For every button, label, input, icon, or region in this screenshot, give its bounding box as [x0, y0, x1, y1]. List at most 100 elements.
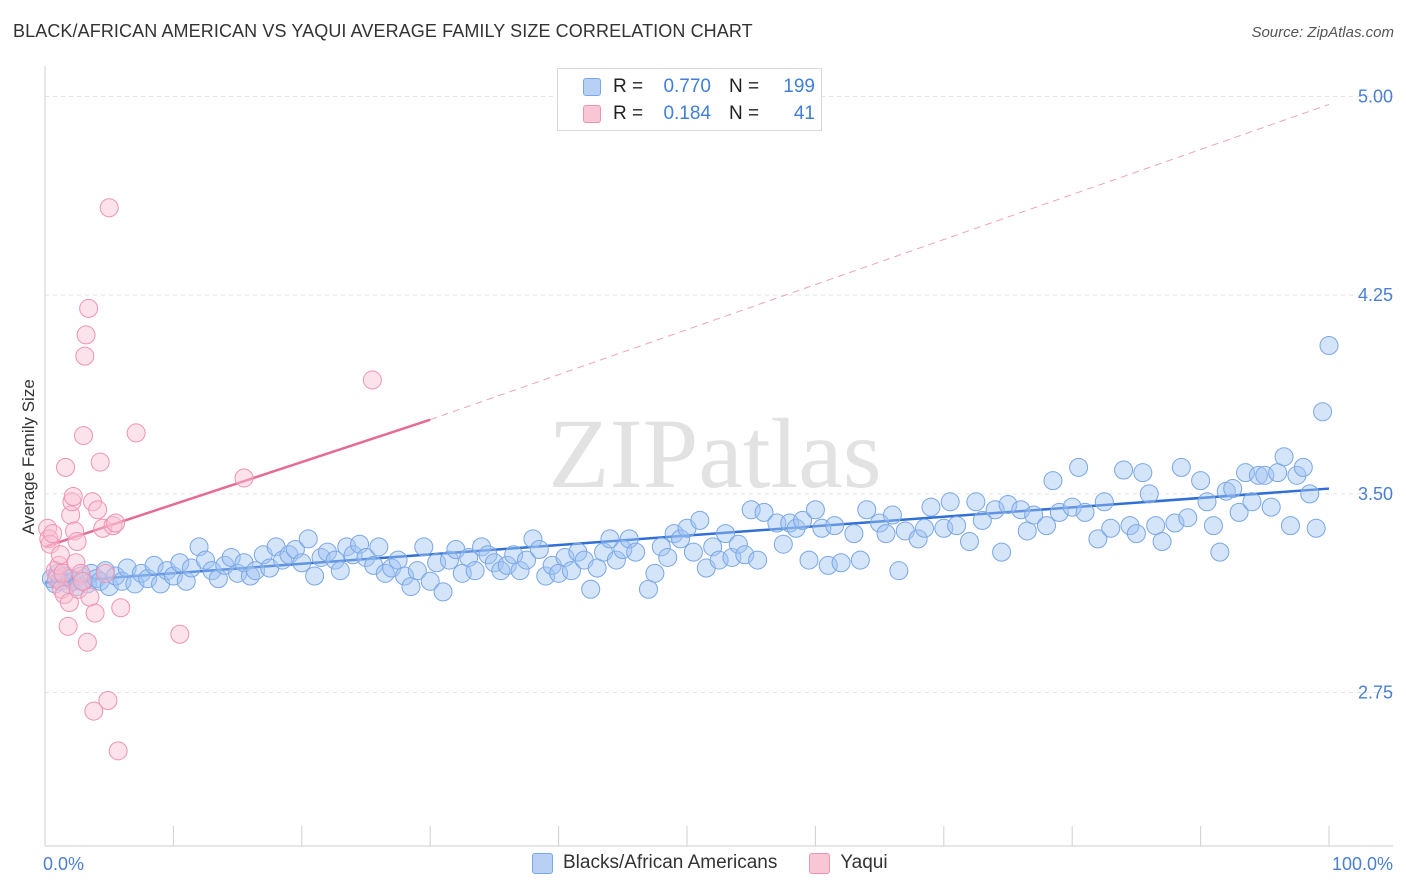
point-blacks	[1274, 447, 1294, 467]
point-blacks	[1248, 465, 1268, 485]
point-blacks	[626, 542, 646, 562]
point-blacks	[1062, 497, 1082, 517]
chart-title: BLACK/AFRICAN AMERICAN VS YAQUI AVERAGE …	[13, 21, 753, 41]
point-yaqui	[56, 457, 76, 477]
series-swatch-pink	[809, 852, 831, 874]
point-yaqui	[58, 616, 78, 636]
point-blacks	[793, 510, 813, 530]
point-blacks	[1203, 516, 1223, 536]
point-blacks	[1261, 497, 1281, 517]
point-blacks	[1049, 502, 1069, 522]
point-blacks	[561, 561, 581, 581]
point-yaqui	[74, 426, 94, 446]
trend-line-yaqui	[44, 418, 431, 549]
point-yaqui	[111, 598, 131, 618]
point-blacks	[330, 561, 350, 581]
point-blacks	[985, 500, 1005, 520]
point-blacks	[369, 537, 389, 557]
axes	[44, 66, 1393, 847]
point-blacks	[972, 510, 992, 530]
point-yaqui	[99, 198, 119, 218]
point-blacks	[472, 537, 492, 557]
point-blacks	[1011, 500, 1031, 520]
point-blacks	[325, 550, 345, 570]
point-blacks	[1088, 529, 1108, 549]
point-blacks	[1306, 518, 1326, 538]
point-yaqui	[76, 325, 96, 345]
r-label: R =	[613, 76, 644, 97]
point-yaqui	[59, 592, 79, 612]
point-blacks	[196, 550, 215, 570]
point-blacks	[510, 561, 530, 581]
series-legend-item-blacks[interactable]: Blacks/African Americans	[532, 852, 777, 874]
point-yaqui	[84, 701, 104, 721]
point-yaqui	[362, 370, 382, 390]
point-blacks	[844, 524, 864, 544]
point-blacks	[992, 542, 1012, 562]
grid-lines	[45, 95, 1393, 694]
point-blacks	[305, 566, 325, 586]
point-yaqui	[66, 553, 86, 573]
point-yaqui	[108, 741, 128, 761]
point-blacks	[735, 545, 755, 565]
point-blacks	[375, 563, 395, 583]
point-blacks	[1120, 516, 1140, 536]
point-blacks	[388, 550, 408, 570]
point-yaqui	[79, 298, 99, 318]
point-blacks	[915, 518, 935, 538]
point-yaqui	[50, 545, 70, 565]
point-blacks	[125, 574, 145, 594]
point-yaqui	[38, 518, 58, 538]
point-blacks	[998, 494, 1018, 514]
point-blacks	[1037, 516, 1057, 536]
legend-row-yaqui: R = 0.184 N = 41	[583, 101, 815, 127]
point-blacks	[658, 547, 678, 567]
point-blacks	[805, 500, 825, 520]
correlation-legend: R = 0.770 N = 199 R = 0.184 N = 41	[557, 68, 822, 131]
r-label: R =	[613, 103, 644, 124]
point-blacks	[683, 542, 703, 562]
data-points	[38, 198, 1339, 761]
point-blacks	[1075, 502, 1095, 522]
point-blacks	[1280, 516, 1300, 536]
point-blacks	[1197, 492, 1217, 512]
point-blacks	[748, 550, 768, 570]
point-blacks	[876, 524, 896, 544]
y-tick-label: 3.50	[1358, 484, 1393, 504]
point-blacks	[407, 561, 427, 581]
point-yaqui	[170, 624, 190, 644]
point-blacks	[317, 542, 337, 562]
point-blacks	[1146, 516, 1166, 536]
point-blacks	[889, 561, 909, 581]
n-value: 199	[783, 76, 815, 97]
r-value: 0.184	[663, 103, 711, 124]
point-blacks	[298, 529, 318, 549]
point-blacks	[786, 518, 806, 538]
point-blacks	[1313, 402, 1333, 422]
point-blacks	[850, 550, 870, 570]
legend-row-blacks: R = 0.770 N = 199	[583, 74, 815, 100]
point-yaqui	[75, 346, 95, 366]
point-blacks	[1229, 502, 1249, 522]
trend-lines	[44, 103, 1330, 584]
point-blacks	[1114, 460, 1134, 480]
point-blacks	[1101, 518, 1121, 538]
point-blacks	[1300, 484, 1320, 504]
point-blacks	[1293, 457, 1313, 477]
y-tick-label: 4.25	[1358, 285, 1393, 305]
x-tick-label-start: 0.0%	[43, 854, 84, 874]
point-blacks	[292, 553, 312, 573]
series-legend-item-yaqui[interactable]: Yaqui	[809, 852, 888, 874]
series-swatch-blue	[532, 852, 553, 874]
point-blacks	[523, 529, 543, 549]
point-blacks	[1094, 492, 1114, 512]
point-blacks	[638, 579, 658, 599]
point-blacks	[966, 492, 986, 512]
series-label: Yaqui	[840, 852, 888, 873]
point-blacks	[799, 550, 819, 570]
point-blacks	[831, 553, 851, 573]
point-blacks	[645, 563, 665, 583]
point-yaqui	[85, 603, 105, 623]
point-yaqui	[63, 487, 83, 507]
point-blacks	[1223, 479, 1243, 499]
